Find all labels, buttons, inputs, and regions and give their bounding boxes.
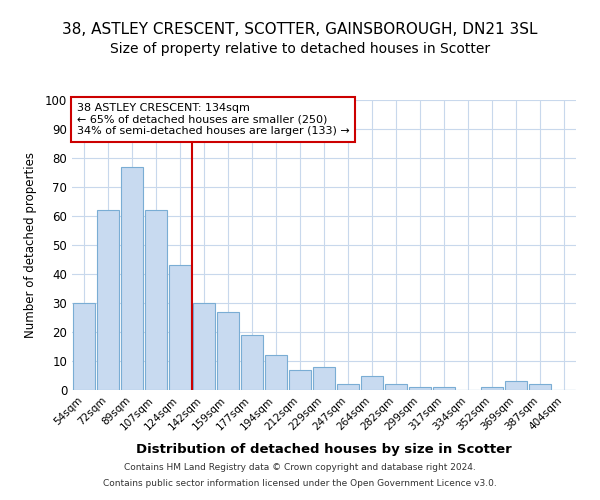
Bar <box>385 384 407 390</box>
Bar <box>313 367 335 390</box>
Bar <box>145 210 167 390</box>
Bar <box>409 387 431 390</box>
Bar <box>361 376 383 390</box>
Bar <box>529 384 551 390</box>
Text: 38 ASTLEY CRESCENT: 134sqm
← 65% of detached houses are smaller (250)
34% of sem: 38 ASTLEY CRESCENT: 134sqm ← 65% of deta… <box>77 103 350 136</box>
Bar <box>265 355 287 390</box>
Bar <box>337 384 359 390</box>
Y-axis label: Number of detached properties: Number of detached properties <box>23 152 37 338</box>
X-axis label: Distribution of detached houses by size in Scotter: Distribution of detached houses by size … <box>136 443 512 456</box>
Bar <box>97 210 119 390</box>
Bar <box>73 303 95 390</box>
Bar <box>433 387 455 390</box>
Bar <box>169 266 191 390</box>
Bar <box>241 335 263 390</box>
Text: 38, ASTLEY CRESCENT, SCOTTER, GAINSBOROUGH, DN21 3SL: 38, ASTLEY CRESCENT, SCOTTER, GAINSBOROU… <box>62 22 538 38</box>
Bar <box>217 312 239 390</box>
Bar <box>505 382 527 390</box>
Bar <box>289 370 311 390</box>
Bar <box>481 387 503 390</box>
Bar <box>193 303 215 390</box>
Bar <box>121 166 143 390</box>
Text: Size of property relative to detached houses in Scotter: Size of property relative to detached ho… <box>110 42 490 56</box>
Text: Contains public sector information licensed under the Open Government Licence v3: Contains public sector information licen… <box>103 478 497 488</box>
Text: Contains HM Land Registry data © Crown copyright and database right 2024.: Contains HM Land Registry data © Crown c… <box>124 464 476 472</box>
